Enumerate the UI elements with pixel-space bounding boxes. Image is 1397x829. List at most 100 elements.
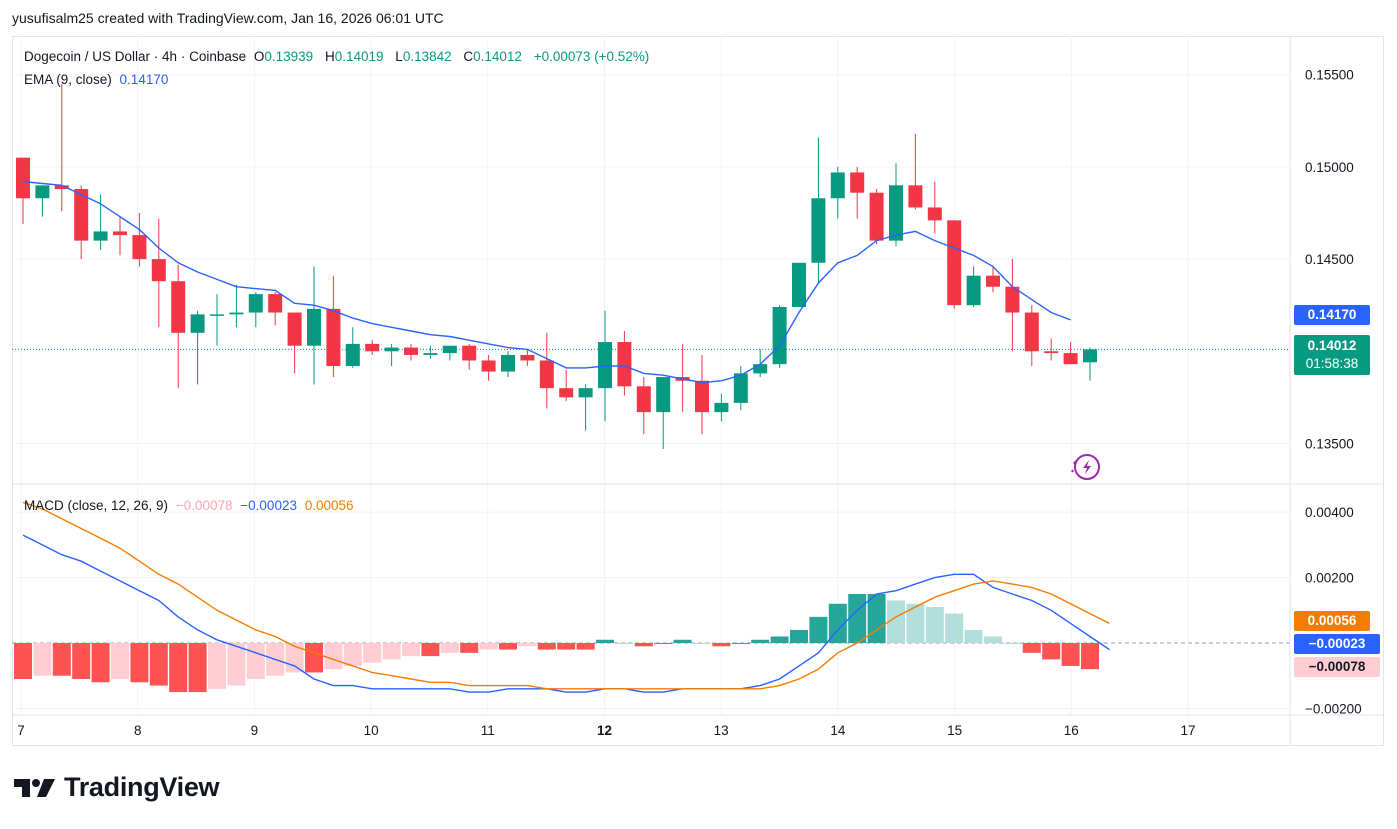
- ema-line: [22, 180, 1071, 384]
- macd-hist-bar: [731, 643, 750, 645]
- time-tick-label: 13: [714, 723, 729, 738]
- macd-hist-bar: [499, 643, 517, 650]
- candle-body: [132, 235, 147, 260]
- last-price-tag: 0.14012 01:58:38: [1294, 335, 1370, 375]
- macd-histogram: [14, 593, 1099, 693]
- high-value: 0.14019: [334, 49, 384, 64]
- macd-hist-bar: [693, 643, 711, 645]
- macd-hist-bar: [557, 643, 576, 650]
- candle-body: [792, 262, 806, 308]
- macd-line: [22, 534, 1110, 693]
- candle-body: [636, 386, 651, 413]
- macd-label[interactable]: MACD (close, 12, 26, 9): [24, 498, 169, 513]
- candle-body: [578, 388, 593, 398]
- lightning-icon[interactable]: [1071, 454, 1100, 480]
- macd-hist-bar: [751, 639, 770, 644]
- macd-hist-bar: [984, 636, 1002, 644]
- candle-body: [617, 342, 632, 387]
- candle-body: [345, 343, 360, 367]
- candle-body: [966, 275, 981, 306]
- macd-hist-bar: [518, 643, 537, 647]
- candle-body: [539, 360, 554, 389]
- ema-legend: EMA (9, close) 0.14170: [24, 72, 172, 87]
- candle-body: [753, 364, 768, 374]
- bar-countdown: 01:58:38: [1305, 356, 1359, 371]
- candle-body: [559, 388, 574, 398]
- macd-hist-bar: [576, 643, 595, 650]
- macd-hist-bar: [382, 643, 401, 660]
- ema-label[interactable]: EMA (9, close): [24, 72, 112, 87]
- macd-hist-bar: [72, 643, 91, 680]
- candle-body: [1005, 286, 1020, 313]
- candle-body: [93, 231, 108, 241]
- candle-body: [986, 275, 1000, 287]
- symbol-title[interactable]: Dogecoin / US Dollar · 4h · Coinbase: [24, 49, 247, 64]
- macd-hist-bar: [52, 643, 71, 676]
- price-tick-label: 0.15000: [1305, 160, 1354, 175]
- candle-body: [1024, 312, 1039, 352]
- candle-body: [365, 343, 380, 352]
- macd-hist-bar: [208, 643, 226, 689]
- candle-body: [54, 185, 69, 190]
- candles: [16, 83, 1097, 449]
- candle-body: [35, 185, 50, 199]
- macd-hist-bar: [673, 639, 692, 644]
- candle-body: [113, 231, 127, 236]
- macd-tag: −0.00023: [1294, 634, 1380, 654]
- price-tick-label: 0.14500: [1305, 252, 1354, 267]
- candle-body: [501, 354, 515, 372]
- macd-hist-bar: [14, 643, 32, 680]
- candle-body: [423, 353, 438, 355]
- macd-hist-bar: [634, 643, 653, 647]
- indicator-lines: [22, 180, 1110, 693]
- candle-body: [772, 307, 787, 365]
- macd-hist-bar: [130, 643, 149, 683]
- candle-body: [520, 354, 535, 361]
- candle-body: [442, 345, 457, 354]
- signal-tag: 0.00056: [1294, 611, 1370, 631]
- macd-hist-bar: [149, 643, 168, 686]
- candle-body: [733, 373, 748, 403]
- time-tick-label: 10: [364, 723, 379, 738]
- close-label: C: [463, 49, 474, 64]
- time-tick-label: 8: [134, 723, 142, 738]
- tradingview-logo[interactable]: TradingView: [14, 772, 220, 803]
- macd-hist-bar: [848, 593, 867, 644]
- macd-hist-bar: [867, 593, 886, 644]
- candle-body: [927, 207, 942, 221]
- candle-body: [714, 402, 729, 413]
- macd-hist-bar: [479, 643, 498, 650]
- ema-price-tag: 0.14170: [1294, 305, 1370, 325]
- macd-hist-bar: [343, 643, 362, 666]
- macd-hist-bar: [615, 643, 634, 645]
- candle-body: [248, 294, 263, 313]
- candle-body: [1083, 349, 1097, 363]
- candle-body: [384, 347, 399, 352]
- last-price-value: 0.14012: [1307, 338, 1357, 353]
- time-tick-label: 15: [947, 723, 962, 738]
- macd-hist-bar: [324, 643, 343, 670]
- candle-body: [830, 172, 845, 199]
- low-label: L: [395, 49, 403, 64]
- time-tick-label: 17: [1180, 723, 1195, 738]
- macd-hist-bar: [111, 643, 129, 680]
- candle-body: [326, 308, 341, 367]
- candle-body: [307, 308, 321, 346]
- macd-hist-bar: [537, 643, 556, 650]
- macd-hist-bar: [790, 629, 808, 644]
- candle-body: [16, 157, 30, 199]
- macd-hist-bar: [91, 643, 110, 683]
- macd-line-value: −0.00023: [240, 498, 297, 513]
- close-value: 0.14012: [473, 49, 522, 64]
- low-value: 0.13842: [402, 49, 452, 64]
- macd-hist-bar: [227, 643, 246, 686]
- macd-hist-bar: [305, 643, 323, 673]
- macd-hist-bar: [1042, 643, 1061, 660]
- time-tick-label: 7: [17, 723, 25, 738]
- brand-name: TradingView: [64, 772, 220, 802]
- price-tick-label: 0.13500: [1305, 436, 1354, 451]
- macd-tick-label: 0.00400: [1305, 505, 1354, 520]
- macd-hist-bar: [1081, 643, 1099, 670]
- macd-hist-bar: [906, 603, 925, 644]
